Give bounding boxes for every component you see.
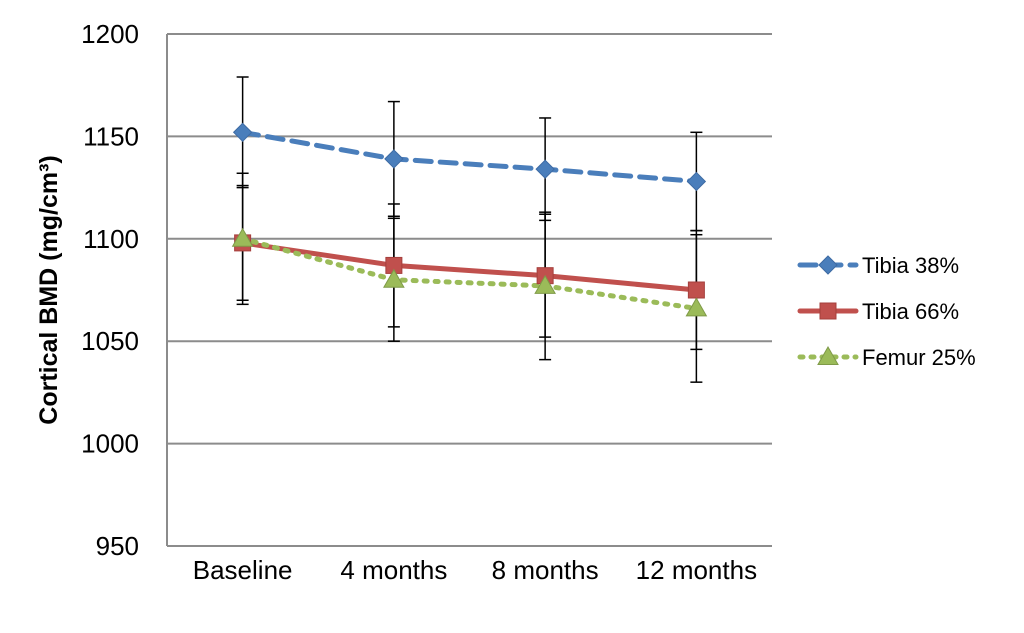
axes bbox=[166, 34, 772, 547]
y-tick-label: 1050 bbox=[81, 326, 139, 356]
data-point bbox=[535, 159, 555, 179]
x-tick-label: 4 months bbox=[340, 555, 447, 585]
x-tick-label: Baseline bbox=[193, 555, 293, 585]
data-point bbox=[685, 297, 708, 317]
legend: Tibia 38% Tibia 66% Femur 25% bbox=[797, 253, 976, 370]
series-line bbox=[240, 240, 699, 293]
y-tick-label: 1150 bbox=[83, 121, 139, 151]
series-line bbox=[240, 236, 699, 311]
y-tick-label: 1200 bbox=[81, 19, 139, 49]
legend-marker bbox=[819, 302, 837, 320]
data-point bbox=[231, 227, 254, 247]
tick-labels: 950 1000 1050 1100 1150 1200 Baseline 4 months 8… bbox=[81, 19, 757, 585]
x-tick-label: 8 months bbox=[492, 555, 599, 585]
data-point bbox=[383, 268, 405, 288]
gridlines bbox=[167, 33, 772, 445]
series-line bbox=[240, 129, 699, 184]
legend-label: Tibia 66% bbox=[862, 299, 959, 324]
series-markers bbox=[231, 122, 708, 317]
data-point bbox=[384, 149, 404, 169]
x-tick-label: 12 months bbox=[636, 555, 757, 585]
data-point bbox=[534, 274, 556, 294]
legend-label: Tibia 38% bbox=[862, 253, 959, 278]
legend-marker bbox=[817, 345, 839, 365]
error-bars bbox=[236, 76, 703, 383]
data-point bbox=[232, 122, 253, 143]
data-point bbox=[687, 281, 705, 299]
legend-label: Femur 25% bbox=[862, 345, 976, 370]
y-tick-label: 1100 bbox=[83, 224, 139, 254]
data-point bbox=[686, 171, 707, 192]
y-tick-label: 950 bbox=[96, 531, 139, 561]
legend-marker bbox=[818, 255, 838, 275]
series-lines bbox=[240, 129, 699, 311]
y-tick-label: 1000 bbox=[81, 429, 139, 459]
y-axis-title: Cortical BMD (mg/cm³) bbox=[35, 155, 63, 424]
